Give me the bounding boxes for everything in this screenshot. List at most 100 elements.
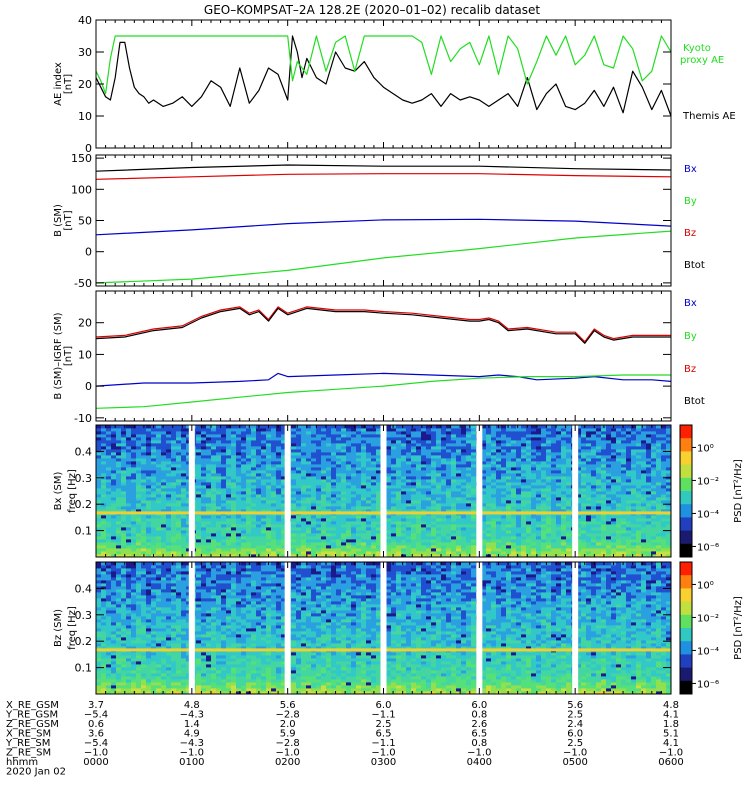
spectrogram-cell	[346, 518, 352, 522]
spectrogram-cell	[411, 467, 417, 471]
spectrogram-cell	[251, 476, 257, 480]
spectrogram-cell	[596, 524, 602, 528]
spectrogram-cell	[366, 440, 372, 444]
spectrogram-cell	[221, 476, 227, 480]
spectrogram-cell	[656, 452, 662, 456]
spectrogram-cell	[406, 539, 412, 543]
spectrogram-cell	[461, 554, 467, 558]
spectrogram-cell	[396, 467, 402, 471]
spectrogram-cell	[141, 476, 147, 480]
spectrogram-cell	[376, 503, 382, 507]
spectrogram-cell	[461, 530, 467, 534]
spectrogram-cell	[596, 509, 602, 513]
spectrogram-cell	[661, 449, 667, 453]
spectrogram-cell	[366, 491, 372, 495]
spectrogram-cell	[321, 497, 327, 501]
spectrogram-cell	[471, 515, 477, 519]
spectrogram-cell	[526, 467, 532, 471]
spectrogram-cell	[601, 539, 607, 543]
spectrogram-cell	[101, 527, 107, 531]
spectrogram-cell	[521, 548, 527, 552]
spectrogram-cell	[561, 488, 567, 492]
spectrogram-cell	[116, 473, 122, 477]
spectrogram-cell	[166, 461, 172, 465]
spectrogram-cell	[461, 473, 467, 477]
spectrogram-cell	[386, 518, 392, 522]
spectrogram-cell	[196, 518, 202, 522]
spectrogram-cell	[636, 530, 642, 534]
spectrogram-cell	[546, 467, 552, 471]
spectrogram-cell	[471, 473, 477, 477]
spectrogram-cell	[221, 494, 227, 498]
spectrogram-cell	[516, 467, 522, 471]
spectrogram-cell	[136, 485, 142, 489]
spectrogram-cell	[361, 536, 367, 540]
spectrogram-cell	[386, 446, 392, 450]
spectrogram-cell	[226, 518, 232, 522]
spectrogram-cell	[471, 539, 477, 543]
spectrogram-cell	[496, 500, 502, 504]
spectrogram-cell	[376, 488, 382, 492]
spectrogram-cell	[646, 449, 652, 453]
spectrogram-cell	[606, 530, 612, 534]
spectrogram-cell	[251, 488, 257, 492]
spectrogram-cell	[611, 497, 617, 501]
spectrogram-cell	[361, 521, 367, 525]
spectrogram-cell	[251, 479, 257, 483]
spectrogram-cell	[386, 536, 392, 540]
spectrogram-cell	[631, 509, 637, 513]
spectrogram-cell	[536, 452, 542, 456]
spectrogram-cell	[296, 443, 302, 447]
spectrogram-cell	[261, 551, 267, 555]
spectrogram-cell	[131, 500, 137, 504]
spectrogram-cell	[246, 467, 252, 471]
spectrogram-cell	[156, 443, 162, 447]
spectrogram-cell	[341, 506, 347, 510]
spectrogram-cell	[491, 515, 497, 519]
spectrogram-cell	[491, 509, 497, 513]
spectrogram-cell	[181, 554, 187, 558]
spectrogram-cell	[521, 530, 527, 534]
spectrogram-cell	[256, 506, 262, 510]
spectrogram-cell	[646, 545, 652, 549]
spectrogram-cell	[161, 488, 167, 492]
spectrogram-cell	[236, 443, 242, 447]
spectrogram-cell	[336, 494, 342, 498]
spectrogram-cell	[566, 536, 572, 540]
spectrogram-cell	[311, 518, 317, 522]
spectrogram-cell	[461, 521, 467, 525]
spectrogram-cell	[336, 464, 342, 468]
spectrogram-cell	[566, 554, 572, 558]
spectrogram-cell	[646, 533, 652, 537]
spectrogram-cell	[236, 506, 242, 510]
spectrogram-cell	[101, 533, 107, 537]
spectrogram-cell	[206, 536, 212, 540]
spectrogram-cell	[661, 500, 667, 504]
series-line-by	[95, 374, 671, 409]
spectrogram-cell	[461, 533, 467, 537]
spectrogram-cell	[356, 536, 362, 540]
spectrogram-cell	[251, 464, 257, 468]
spectrogram-cell	[416, 473, 422, 477]
spectrogram-cell	[146, 536, 152, 540]
spectrogram-cell	[196, 545, 202, 549]
spectrogram-cell	[656, 440, 662, 444]
spectrogram-cell	[596, 449, 602, 453]
spectrogram-cell	[291, 500, 297, 504]
spectrogram-cell	[351, 452, 357, 456]
spectrogram-cell	[506, 440, 512, 444]
spectrogram-cell	[326, 521, 332, 525]
spectrogram-cell	[271, 470, 277, 474]
spectrogram-cell	[236, 551, 242, 555]
spectrogram-cell	[611, 515, 617, 519]
spectrogram-cell	[261, 461, 267, 465]
spectrogram-cell	[276, 548, 282, 552]
spectrogram-cell	[431, 533, 437, 537]
spectrogram-cell	[166, 518, 172, 522]
spectrogram-cell	[331, 530, 337, 534]
spectrogram-cell	[96, 470, 102, 474]
spectrogram-cell	[96, 551, 102, 555]
spectrogram-cell	[121, 446, 127, 450]
spectrogram-cell	[501, 485, 507, 489]
spectrogram-cell	[96, 461, 102, 465]
